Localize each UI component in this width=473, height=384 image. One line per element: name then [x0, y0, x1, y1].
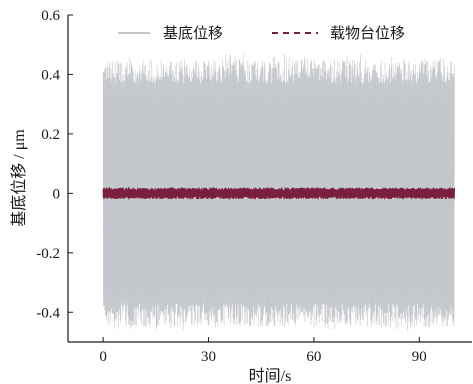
legend-label-stage: 载物台位移 [330, 25, 405, 42]
y-tick-label: 0.6 [41, 8, 60, 24]
x-tick-label: 90 [412, 349, 427, 365]
plot-area [102, 53, 456, 331]
x-tick-label: 60 [306, 349, 321, 365]
y-axis-label: 基底位移 / μm [10, 129, 28, 227]
ticks: 0 30 60 90 -0.4 -0.2 0 0.2 0.4 0.6 [36, 8, 427, 365]
y-tick-label: 0.2 [41, 127, 60, 143]
legend: 基底位移 载物台位移 [118, 25, 405, 42]
legend-label-base: 基底位移 [163, 25, 223, 42]
axes [67, 15, 472, 343]
y-tick-label: 0 [53, 186, 61, 202]
y-tick-label: -0.2 [36, 246, 60, 262]
x-axis-label: 时间/s [249, 367, 292, 384]
x-tick-label: 0 [99, 349, 107, 365]
series-line-stage [102, 187, 456, 200]
y-tick-label: -0.4 [36, 305, 60, 321]
x-tick-label: 30 [201, 349, 216, 365]
series-line-base [102, 53, 455, 331]
y-tick-label: 0.4 [41, 67, 60, 83]
